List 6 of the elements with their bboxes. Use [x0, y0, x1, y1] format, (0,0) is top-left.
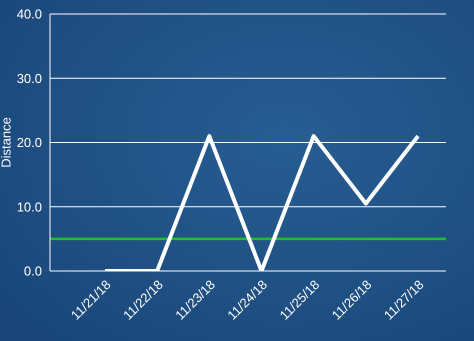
y-tick-label: 0.0: [24, 264, 42, 279]
y-tick-label: 30.0: [16, 70, 42, 86]
y-tick-label: 40.0: [16, 6, 42, 22]
y-tick-label: 20.0: [16, 135, 42, 150]
y-axis-title: Distance: [0, 117, 14, 168]
y-tick-label: 10.0: [16, 199, 42, 214]
